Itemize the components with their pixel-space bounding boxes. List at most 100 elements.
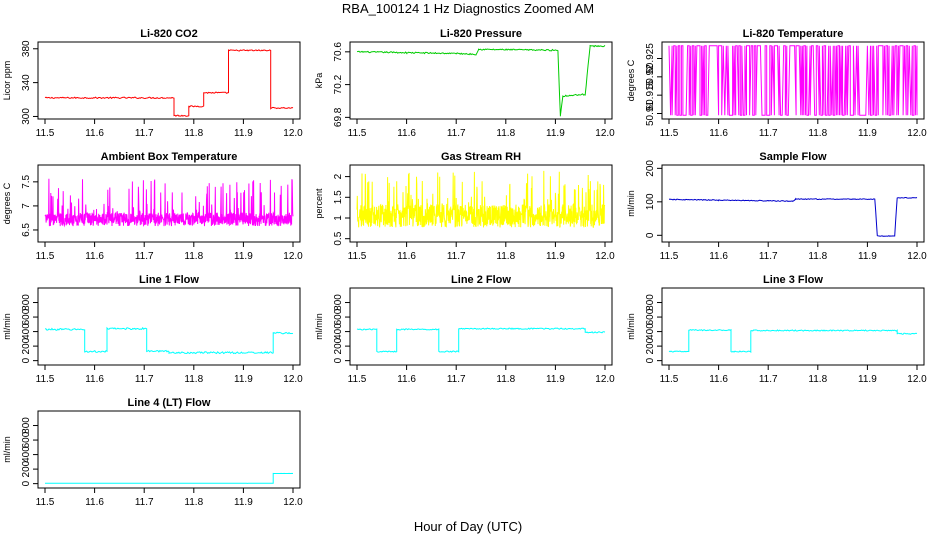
y-tick-label: 0.5 <box>333 231 344 245</box>
y-tick-label: 600 <box>645 308 656 325</box>
panel-title: Ambient Box Temperature <box>101 151 238 163</box>
y-axis-label: ml/min <box>2 436 12 463</box>
series-line <box>44 472 294 484</box>
panel-title: Li-820 CO2 <box>140 28 197 40</box>
y-axis-label: Licor ppm <box>2 61 12 101</box>
y-axis-label: ml/min <box>314 313 324 340</box>
x-tick-label: 11.6 <box>709 251 728 262</box>
x-tick-label: 11.9 <box>858 374 877 385</box>
y-tick-label: 800 <box>645 294 656 311</box>
y-tick-label: 600 <box>333 308 344 325</box>
panel-title: Line 4 (LT) Flow <box>128 397 211 409</box>
series-line <box>44 326 294 355</box>
series-line <box>356 170 606 228</box>
x-tick-label: 11.6 <box>397 374 416 385</box>
x-tick-label: 11.5 <box>36 497 55 508</box>
x-tick-label: 11.5 <box>660 128 679 139</box>
x-tick-label: 12.0 <box>595 374 615 385</box>
y-tick-label: 200 <box>645 160 656 177</box>
x-tick-label: 12.0 <box>595 251 615 262</box>
y-tick-label: 0 <box>21 480 32 486</box>
x-tick-label: 11.9 <box>546 128 565 139</box>
y-tick-label: 70.6 <box>333 42 344 62</box>
x-tick-label: 11.6 <box>85 128 104 139</box>
x-tick-label: 11.9 <box>234 251 253 262</box>
panels-group: Li-820 CO2 Licor ppm 11.5 11.6 11.7 11.8 11.9 1… <box>2 28 927 508</box>
y-axis-label: ml/min <box>2 313 12 340</box>
panel-1: Li-820 CO2 Licor ppm 11.5 11.6 11.7 11.8 11.9 1… <box>2 28 303 139</box>
x-tick-label: 11.9 <box>858 251 877 262</box>
panel-title: Li-820 Pressure <box>440 28 522 40</box>
x-tick-label: 11.7 <box>759 374 778 385</box>
x-tick-label: 11.9 <box>234 374 253 385</box>
x-tick-label: 11.8 <box>808 128 827 139</box>
y-axis-label: ml/min <box>626 313 636 340</box>
x-tick-label: 11.6 <box>397 251 416 262</box>
panel-title: Line 1 Flow <box>139 274 199 286</box>
plot-frame <box>661 287 925 366</box>
x-tick-label: 11.8 <box>496 128 515 139</box>
panel-title: Line 3 Flow <box>763 274 823 286</box>
y-tick-label: 2 <box>333 173 344 179</box>
x-tick-label: 12.0 <box>907 374 927 385</box>
x-tick-label: 11.7 <box>447 251 466 262</box>
y-axis-label: degrees C <box>626 59 636 101</box>
x-tick-label: 12.0 <box>283 128 303 139</box>
x-tick-label: 11.5 <box>660 251 679 262</box>
y-tick-label: 400 <box>333 323 344 340</box>
y-axis-label: ml/min <box>626 190 636 217</box>
plot-frame <box>37 410 301 489</box>
y-tick-label: 50.925 <box>645 43 656 74</box>
y-tick-label: 50.91 <box>645 101 656 126</box>
plot-frame <box>349 287 613 366</box>
plot-frame <box>37 41 301 120</box>
x-tick-label: 11.7 <box>759 251 778 262</box>
x-tick-label: 11.6 <box>85 374 104 385</box>
y-tick-label: 1 <box>333 215 344 221</box>
y-tick-label: 7.5 <box>21 174 32 188</box>
x-tick-label: 11.8 <box>184 497 203 508</box>
y-tick-label: 0 <box>333 357 344 363</box>
y-tick-label: 200 <box>333 337 344 354</box>
y-axis-label: kPa <box>314 73 324 89</box>
series-line <box>668 328 918 354</box>
x-tick-label: 11.9 <box>234 497 253 508</box>
x-tick-label: 11.5 <box>36 374 55 385</box>
x-tick-label: 11.5 <box>348 374 367 385</box>
y-tick-label: 7 <box>21 203 32 209</box>
y-tick-label: 200 <box>645 337 656 354</box>
series-line <box>44 49 294 117</box>
x-tick-label: 11.5 <box>348 128 367 139</box>
x-tick-label: 11.5 <box>660 374 679 385</box>
x-tick-label: 11.9 <box>234 128 253 139</box>
x-tick-label: 11.7 <box>447 128 466 139</box>
series-line <box>356 327 606 353</box>
plot-frame <box>349 164 613 243</box>
panel-title: Gas Stream RH <box>441 151 521 163</box>
x-tick-label: 11.6 <box>85 251 104 262</box>
figure-xlabel: Hour of Day (UTC) <box>414 519 522 534</box>
x-tick-label: 11.7 <box>135 497 154 508</box>
x-tick-label: 11.7 <box>135 374 154 385</box>
y-tick-label: 400 <box>21 446 32 463</box>
x-tick-label: 11.5 <box>348 251 367 262</box>
x-tick-label: 11.7 <box>759 128 778 139</box>
y-tick-label: 69.8 <box>333 107 344 127</box>
y-axis-label: degrees C <box>2 182 12 224</box>
panel-10: Line 4 (LT) Flow ml/min 11.5 11.6 11.7 11.8 11… <box>2 397 303 508</box>
x-tick-label: 12.0 <box>907 251 927 262</box>
x-tick-label: 11.9 <box>858 128 877 139</box>
x-tick-label: 11.9 <box>546 251 565 262</box>
panel-6: Sample Flow ml/min 11.5 11.6 11.7 11.8 11.9 12.… <box>626 151 927 262</box>
figure-title: RBA_100124 1 Hz Diagnostics Zoomed AM <box>342 1 594 16</box>
panel-7: Line 1 Flow ml/min 11.5 11.6 11.7 11.8 11.9 12.… <box>2 274 303 385</box>
panel-9: Line 3 Flow ml/min 11.5 11.6 11.7 11.8 11.9 12.… <box>626 274 927 385</box>
x-tick-label: 11.6 <box>397 128 416 139</box>
panel-title: Sample Flow <box>759 151 827 163</box>
y-tick-label: 400 <box>645 323 656 340</box>
y-tick-label: 100 <box>645 193 656 210</box>
y-tick-label: 800 <box>21 294 32 311</box>
plot-frame <box>661 164 925 243</box>
